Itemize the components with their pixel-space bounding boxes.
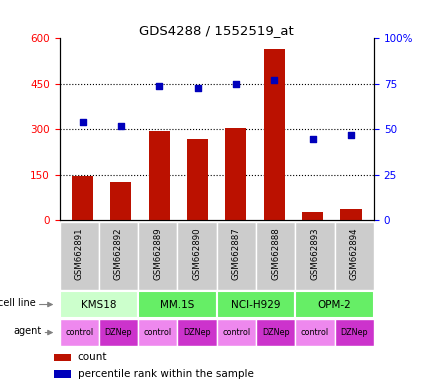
Bar bbox=[340, 209, 362, 220]
Bar bbox=[178, 319, 217, 346]
Bar bbox=[138, 319, 178, 346]
Text: DZNep: DZNep bbox=[105, 328, 132, 337]
Text: percentile rank within the sample: percentile rank within the sample bbox=[77, 369, 253, 379]
Point bbox=[348, 132, 354, 138]
Text: cell line: cell line bbox=[0, 298, 36, 308]
Point bbox=[309, 136, 316, 142]
Text: DZNep: DZNep bbox=[262, 328, 289, 337]
Text: control: control bbox=[301, 328, 329, 337]
Bar bbox=[99, 319, 138, 346]
Bar bbox=[60, 291, 138, 318]
Bar bbox=[256, 222, 295, 290]
Text: count: count bbox=[77, 352, 107, 362]
Bar bbox=[264, 49, 285, 220]
Text: DZNep: DZNep bbox=[340, 328, 368, 337]
Text: GSM662894: GSM662894 bbox=[350, 228, 359, 280]
Bar bbox=[335, 319, 374, 346]
Bar bbox=[295, 291, 374, 318]
Point bbox=[271, 77, 278, 83]
Text: control: control bbox=[65, 328, 93, 337]
Title: GDS4288 / 1552519_at: GDS4288 / 1552519_at bbox=[139, 24, 294, 37]
Bar bbox=[60, 222, 99, 290]
Text: NCI-H929: NCI-H929 bbox=[231, 300, 281, 310]
Text: GSM662889: GSM662889 bbox=[153, 228, 162, 280]
Point bbox=[194, 84, 201, 91]
Bar bbox=[60, 319, 99, 346]
Text: control: control bbox=[222, 328, 250, 337]
Bar bbox=[110, 182, 131, 220]
Point bbox=[117, 123, 124, 129]
Text: GSM662888: GSM662888 bbox=[271, 228, 280, 280]
Text: control: control bbox=[144, 328, 172, 337]
Bar bbox=[295, 222, 335, 290]
Bar bbox=[72, 175, 93, 220]
Bar bbox=[54, 370, 71, 377]
Text: GSM662887: GSM662887 bbox=[232, 228, 241, 280]
Bar bbox=[217, 291, 295, 318]
Text: OPM-2: OPM-2 bbox=[318, 300, 351, 310]
Point bbox=[232, 81, 239, 87]
Bar bbox=[187, 139, 208, 220]
Bar bbox=[149, 131, 170, 220]
Point bbox=[79, 119, 86, 125]
Bar bbox=[138, 291, 217, 318]
Bar bbox=[295, 319, 335, 346]
Text: GSM662893: GSM662893 bbox=[311, 228, 320, 280]
Bar bbox=[225, 128, 246, 220]
Bar bbox=[178, 222, 217, 290]
Bar bbox=[54, 354, 71, 361]
Text: GSM662890: GSM662890 bbox=[193, 228, 201, 280]
Text: GSM662892: GSM662892 bbox=[114, 228, 123, 280]
Text: KMS18: KMS18 bbox=[81, 300, 116, 310]
Text: DZNep: DZNep bbox=[183, 328, 211, 337]
Bar bbox=[302, 212, 323, 220]
Point bbox=[156, 83, 163, 89]
Bar bbox=[256, 319, 295, 346]
Bar bbox=[335, 222, 374, 290]
Bar bbox=[217, 319, 256, 346]
Text: MM.1S: MM.1S bbox=[160, 300, 195, 310]
Bar bbox=[99, 222, 138, 290]
Text: agent: agent bbox=[13, 326, 41, 336]
Bar bbox=[217, 222, 256, 290]
Text: GSM662891: GSM662891 bbox=[75, 228, 84, 280]
Bar bbox=[138, 222, 178, 290]
